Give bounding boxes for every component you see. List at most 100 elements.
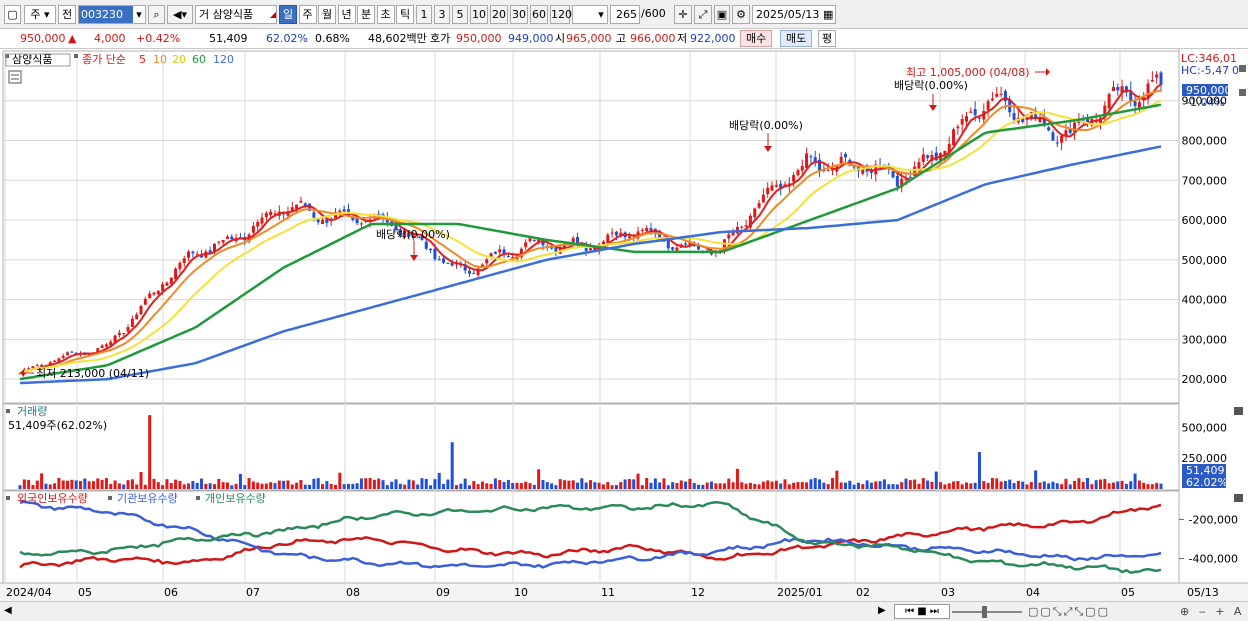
tab-period-0[interactable]: 일: [279, 5, 297, 24]
volume-bar: [243, 485, 247, 489]
volume-bar: [277, 480, 281, 489]
volume-bar: [351, 483, 355, 489]
candle-body: [96, 348, 100, 353]
holding-close-icon[interactable]: [1234, 494, 1243, 502]
volume-bar: [1021, 481, 1025, 489]
volume-bar: [355, 483, 359, 489]
volume-bar: [675, 483, 679, 489]
volume-bar: [679, 480, 683, 489]
sound-icon[interactable]: ◀▾: [167, 5, 193, 24]
interval-3[interactable]: 3: [434, 5, 450, 24]
crosshair-icon[interactable]: ✛: [674, 5, 692, 24]
candle-body: [407, 232, 411, 237]
zoom-slider-handle[interactable]: [982, 606, 987, 618]
save-icon[interactable]: ▣: [714, 5, 730, 24]
scroll-left-icon[interactable]: ◀: [4, 605, 12, 616]
interval-30[interactable]: 30: [510, 5, 528, 24]
volume-bar: [303, 484, 307, 489]
zoom-slider-track[interactable]: [952, 611, 1022, 613]
candle-body: [947, 143, 951, 153]
volume-bar: [710, 481, 714, 489]
mode-select[interactable]: 주 ▾: [24, 5, 56, 24]
scroll-right-icon[interactable]: ▶: [878, 605, 886, 616]
stock-code-input[interactable]: 003230 ▾: [78, 5, 146, 24]
volume-current-tag: [1182, 464, 1226, 476]
count-input[interactable]: 265: [610, 5, 640, 24]
buy-button[interactable]: 매수: [740, 30, 773, 47]
gear-icon[interactable]: ⚙: [732, 5, 750, 24]
stock-name-box[interactable]: 거 삼양식품 ◢: [195, 5, 277, 24]
candle-body: [480, 264, 484, 267]
tab-period-6[interactable]: 틱: [396, 5, 414, 24]
candle-body: [796, 170, 800, 176]
candle-body: [965, 116, 969, 122]
volume-bar: [394, 479, 398, 489]
grid-toggle-icon[interactable]: [8, 70, 22, 84]
candle-body: [217, 241, 221, 243]
candle-body: [126, 327, 130, 332]
interval-10[interactable]: 10: [470, 5, 488, 24]
sell-button[interactable]: 매도: [780, 30, 813, 47]
candle-body: [528, 238, 532, 242]
scroll-up-icon[interactable]: [1239, 65, 1246, 72]
candle-body: [295, 204, 299, 210]
date-input[interactable]: 2025/05/13 ▦: [752, 5, 836, 24]
volume-bar: [87, 481, 91, 489]
interval-dropdown-icon[interactable]: ▾: [598, 8, 604, 21]
volume-bar: [697, 484, 701, 489]
ma120-line: [19, 145, 1162, 385]
candle-body: [463, 264, 467, 271]
search-icon[interactable]: ⌕: [148, 5, 165, 24]
volume-bar: [148, 415, 152, 489]
interval-60[interactable]: 60: [530, 5, 548, 24]
tab-period-1[interactable]: 주: [298, 5, 317, 24]
candle-body: [774, 184, 778, 187]
code-dropdown-icon[interactable]: ▾: [133, 6, 145, 23]
volume-bar: [368, 478, 372, 489]
low-price: 922,000: [690, 32, 736, 45]
eval-button[interactable]: 평: [818, 30, 837, 47]
volume-bar: [619, 482, 623, 489]
candle-body: [761, 194, 765, 203]
calendar-icon[interactable]: ▦: [823, 8, 834, 21]
candle-body: [212, 243, 216, 252]
volume-bar: [990, 477, 994, 489]
ma20-label: 20: [172, 53, 186, 66]
candle-body: [74, 352, 78, 355]
moving-average-lines: [19, 83, 1162, 385]
candle-body: [191, 251, 195, 254]
bid-price: 949,000: [508, 32, 554, 45]
interval-20[interactable]: 20: [490, 5, 508, 24]
volume-bar: [420, 478, 424, 489]
volume-bar: [27, 479, 31, 489]
volume-bar: [1090, 484, 1094, 489]
interval-dropdown[interactable]: ▾: [572, 5, 608, 24]
window-icon[interactable]: ▢: [4, 5, 21, 24]
prev-button[interactable]: 전: [58, 5, 76, 24]
interval-120[interactable]: 120: [550, 5, 572, 24]
draw-line-icon[interactable]: ⤢: [694, 5, 712, 24]
volume-close-icon[interactable]: [1234, 407, 1243, 415]
stock-chart[interactable]: 삼양식품 종가 단순 5 10 20 60 120 LC:346,01 HC:-…: [0, 49, 1248, 601]
tab-period-4[interactable]: 분: [357, 5, 375, 24]
individual-holding-label: 개인보유수량: [205, 492, 266, 505]
tab-period-3[interactable]: 년: [337, 5, 356, 24]
chart-scrollbar[interactable]: ◀ ▶ ⏮ ■ ⏭ ▢▢⤡⤢⤡▢▢ ⊕ ‒ + A: [0, 601, 1248, 621]
volume-bar: [442, 484, 446, 489]
volume-bar: [597, 482, 601, 489]
stock-name: 삼양식품: [212, 8, 254, 21]
tab-period-5[interactable]: 초: [376, 5, 395, 24]
interval-1[interactable]: 1: [416, 5, 432, 24]
volume-bar: [580, 478, 584, 489]
zoom-tools-icons[interactable]: ⊕ ‒ + A: [1180, 605, 1245, 618]
draw-tools-icons[interactable]: ▢▢⤡⤢⤡▢▢: [1028, 605, 1110, 618]
candle-body: [839, 156, 843, 163]
candle-body: [744, 225, 748, 227]
tab-period-2[interactable]: 월: [318, 5, 336, 24]
volume-bar: [40, 473, 44, 489]
volume-bar: [649, 482, 653, 489]
interval-5[interactable]: 5: [452, 5, 468, 24]
scroll-down-icon[interactable]: [1239, 89, 1246, 96]
candle-body: [727, 234, 731, 239]
playback-controls[interactable]: ⏮ ■ ⏭: [894, 604, 950, 619]
